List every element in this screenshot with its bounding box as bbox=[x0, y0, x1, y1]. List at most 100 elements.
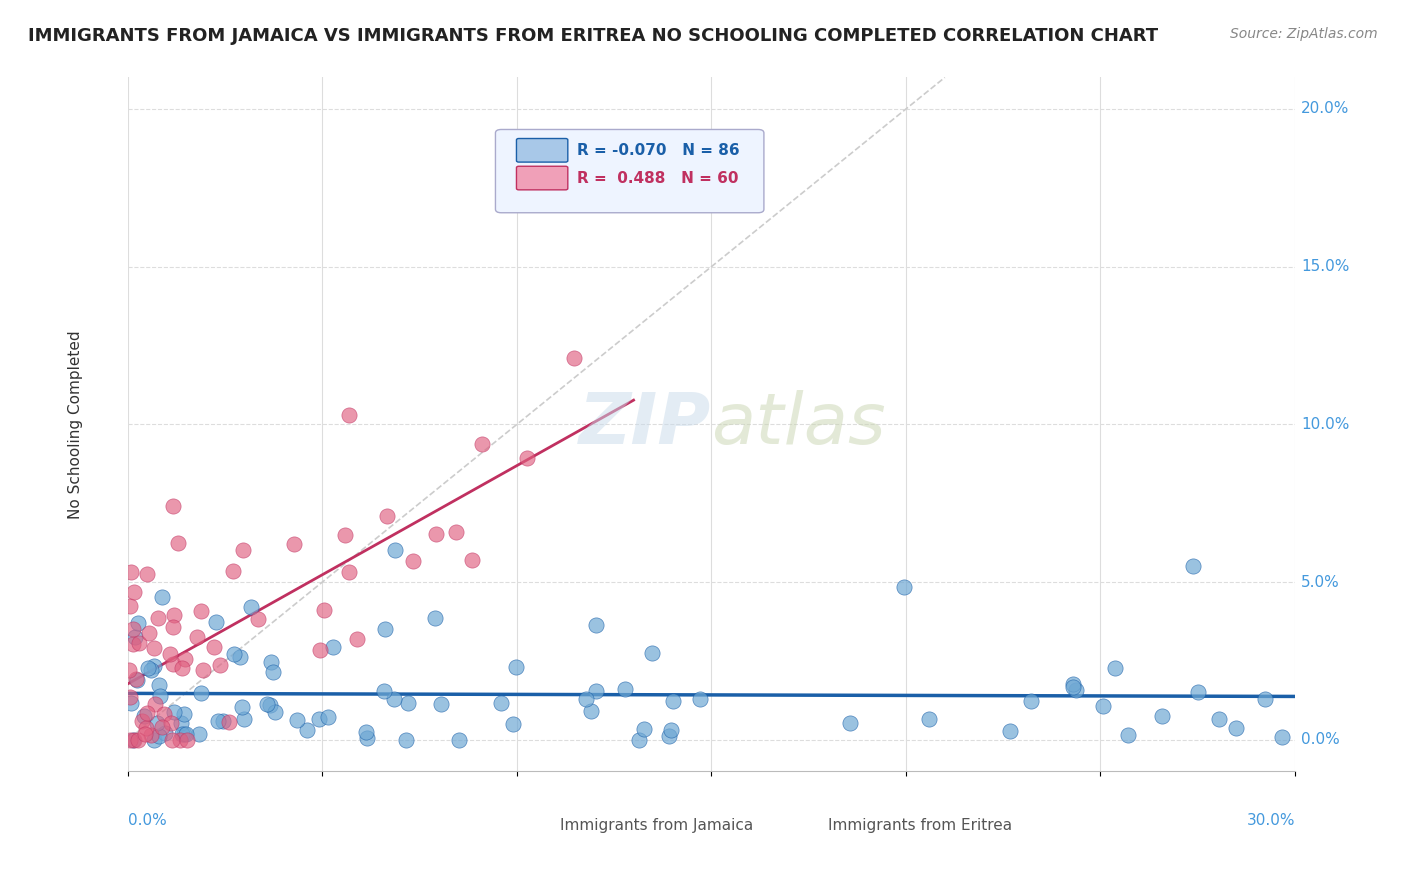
Point bbox=[998, 724, 1021, 739]
Point bbox=[449, 732, 471, 747]
Point bbox=[256, 697, 278, 711]
Point bbox=[402, 554, 425, 568]
Point bbox=[1118, 728, 1140, 742]
Point bbox=[169, 732, 191, 747]
Point bbox=[148, 729, 170, 743]
Point bbox=[337, 565, 360, 579]
Point bbox=[150, 720, 173, 734]
Text: Source: ZipAtlas.com: Source: ZipAtlas.com bbox=[1230, 27, 1378, 41]
Point bbox=[141, 663, 163, 677]
Point bbox=[118, 690, 141, 704]
Point bbox=[1208, 712, 1230, 726]
Point bbox=[585, 684, 607, 698]
Text: 5.0%: 5.0% bbox=[1301, 574, 1340, 590]
Point bbox=[122, 732, 145, 747]
Point bbox=[124, 630, 146, 644]
Text: 20.0%: 20.0% bbox=[1301, 102, 1350, 117]
Point bbox=[138, 626, 160, 640]
Point bbox=[316, 709, 339, 723]
Point bbox=[124, 585, 146, 599]
Point bbox=[127, 732, 149, 747]
Point bbox=[162, 657, 184, 671]
Point bbox=[190, 685, 212, 699]
FancyBboxPatch shape bbox=[495, 129, 763, 213]
Point bbox=[120, 696, 142, 710]
Point bbox=[132, 709, 155, 723]
Point bbox=[118, 599, 141, 613]
Point bbox=[430, 697, 453, 711]
Point bbox=[232, 712, 254, 726]
Point bbox=[1104, 661, 1126, 675]
Point bbox=[839, 716, 862, 731]
Point bbox=[136, 567, 159, 582]
Point bbox=[229, 650, 252, 665]
Point bbox=[425, 527, 447, 541]
Point bbox=[516, 450, 538, 465]
Point bbox=[689, 692, 711, 706]
Point bbox=[209, 658, 232, 673]
Point bbox=[395, 732, 418, 747]
Point bbox=[128, 636, 150, 650]
Point bbox=[374, 622, 396, 636]
Point bbox=[295, 723, 318, 737]
Point bbox=[202, 640, 225, 654]
Point bbox=[174, 726, 197, 740]
Point bbox=[143, 697, 166, 711]
Point bbox=[143, 659, 166, 673]
Point bbox=[491, 696, 513, 710]
Point bbox=[142, 641, 165, 656]
Point bbox=[152, 590, 174, 604]
Point bbox=[167, 535, 190, 549]
Point bbox=[122, 732, 145, 747]
Point bbox=[153, 725, 176, 739]
Point bbox=[173, 652, 195, 666]
Point bbox=[127, 673, 149, 687]
Point bbox=[356, 725, 378, 739]
Point bbox=[170, 661, 193, 675]
Point bbox=[1254, 692, 1277, 706]
Point bbox=[641, 646, 664, 660]
Point bbox=[143, 732, 166, 747]
Point bbox=[127, 616, 149, 631]
Point bbox=[204, 615, 226, 630]
Point bbox=[1064, 683, 1087, 698]
Point bbox=[122, 637, 145, 651]
Point bbox=[585, 618, 607, 632]
Point bbox=[232, 542, 254, 557]
Point bbox=[1150, 709, 1173, 723]
Point bbox=[505, 659, 527, 673]
Point bbox=[264, 706, 287, 720]
Text: 0.0%: 0.0% bbox=[128, 813, 166, 828]
Text: No Schooling Completed: No Schooling Completed bbox=[67, 330, 83, 518]
Point bbox=[173, 726, 195, 740]
Point bbox=[579, 704, 602, 718]
Point bbox=[190, 604, 212, 618]
Point bbox=[658, 729, 681, 743]
Point bbox=[187, 727, 209, 741]
Text: 15.0%: 15.0% bbox=[1301, 260, 1350, 274]
Text: ZIP: ZIP bbox=[579, 390, 711, 458]
Point bbox=[193, 663, 215, 677]
Point bbox=[162, 620, 184, 634]
Point bbox=[259, 698, 281, 712]
FancyBboxPatch shape bbox=[516, 166, 568, 190]
Point bbox=[247, 612, 270, 626]
Point bbox=[231, 699, 253, 714]
Point bbox=[662, 694, 685, 708]
Point bbox=[148, 611, 170, 625]
Point bbox=[1181, 559, 1204, 574]
Point bbox=[163, 607, 186, 622]
Point bbox=[146, 715, 169, 730]
Point bbox=[396, 696, 419, 710]
Point bbox=[1021, 694, 1043, 708]
Text: 30.0%: 30.0% bbox=[1247, 813, 1295, 828]
Text: 0.0%: 0.0% bbox=[1301, 732, 1340, 747]
Point bbox=[308, 712, 330, 726]
Point bbox=[308, 643, 330, 657]
Point bbox=[471, 437, 494, 451]
Point bbox=[285, 713, 308, 727]
Point bbox=[211, 714, 233, 728]
Point bbox=[1187, 685, 1209, 699]
Text: IMMIGRANTS FROM JAMAICA VS IMMIGRANTS FROM ERITREA NO SCHOOLING COMPLETED CORREL: IMMIGRANTS FROM JAMAICA VS IMMIGRANTS FR… bbox=[28, 27, 1159, 45]
Point bbox=[170, 716, 193, 731]
